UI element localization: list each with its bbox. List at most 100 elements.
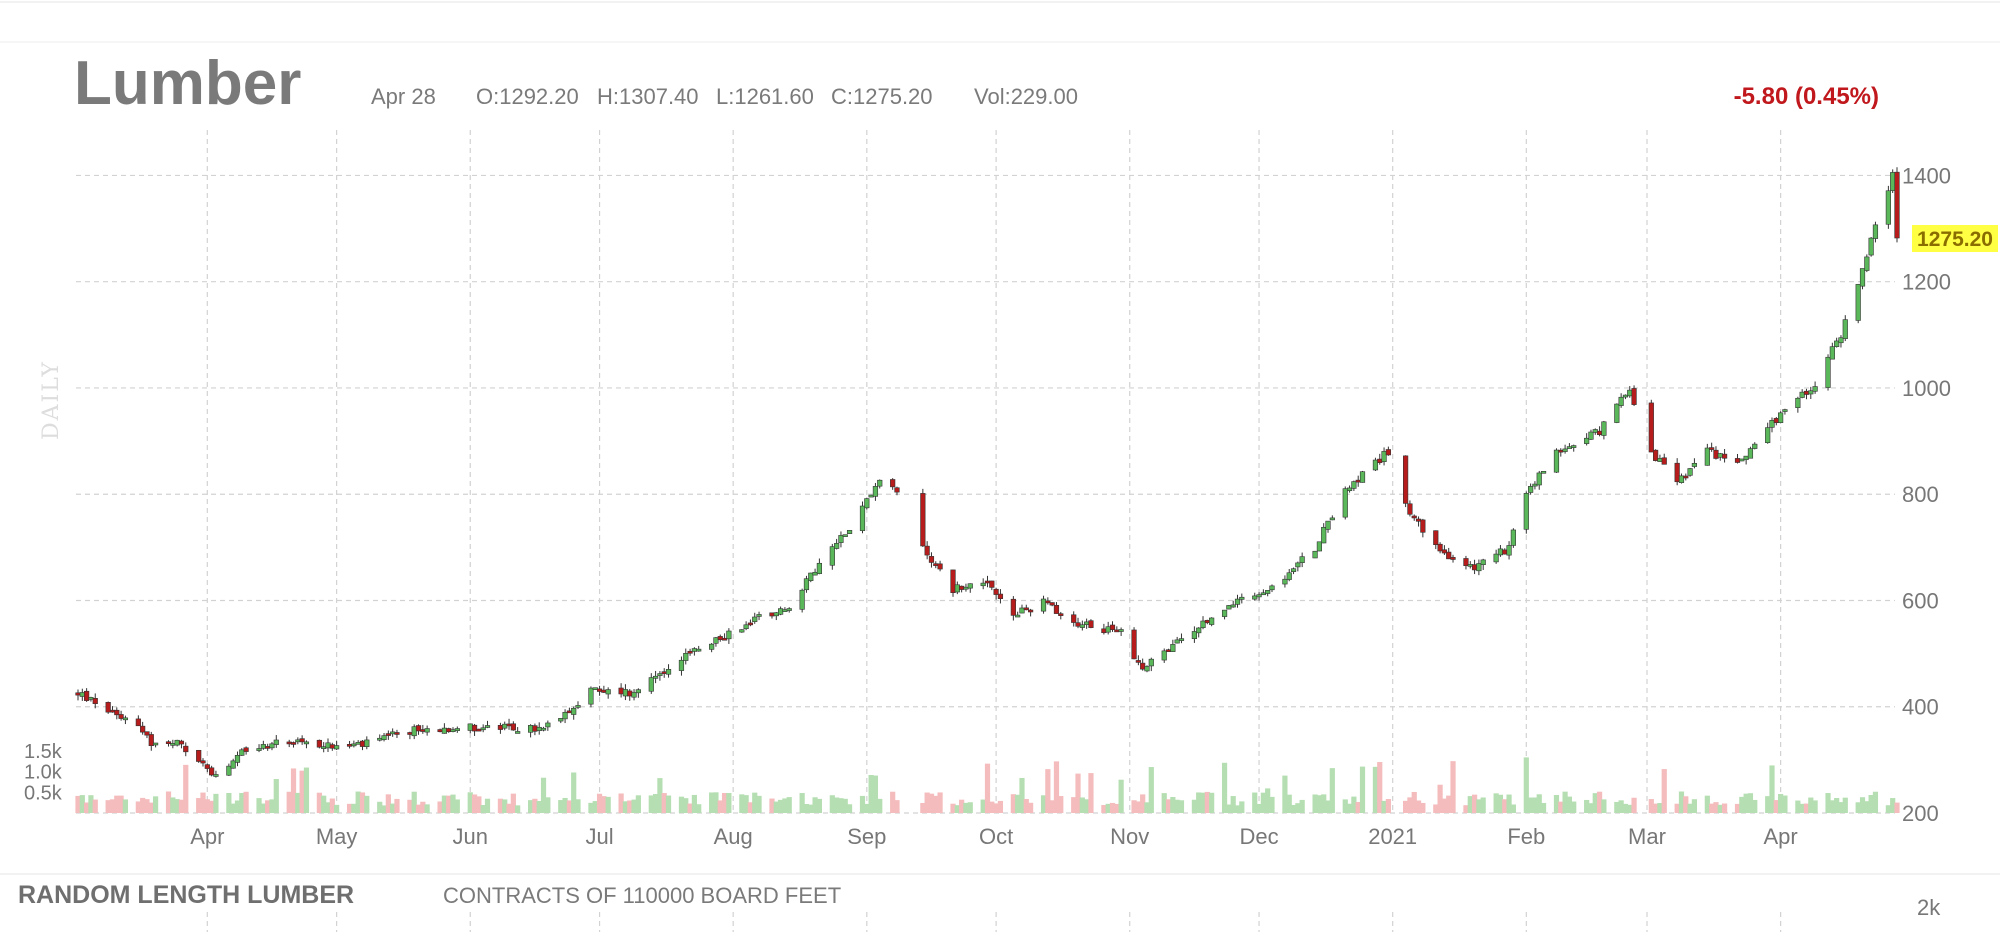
volume-bar bbox=[1506, 794, 1512, 813]
candle-body bbox=[441, 727, 447, 734]
volume-bar bbox=[1079, 797, 1085, 813]
candle-body bbox=[471, 724, 478, 732]
volume-tick-label: 1.5k bbox=[24, 741, 63, 763]
volume-bar bbox=[1239, 801, 1245, 813]
candle-body bbox=[1497, 548, 1504, 556]
candle-body bbox=[657, 673, 663, 676]
volume-bar bbox=[239, 793, 245, 813]
candle-body bbox=[739, 629, 745, 633]
candle-body bbox=[1144, 666, 1150, 672]
candle-body bbox=[1592, 429, 1598, 433]
candle-body bbox=[1588, 431, 1594, 440]
volume-bar bbox=[1450, 761, 1456, 813]
volume-bar bbox=[1234, 805, 1241, 813]
instrument-name: RANDOM LENGTH LUMBER bbox=[18, 881, 354, 909]
volume-bar bbox=[1040, 795, 1047, 813]
candle-body bbox=[1812, 386, 1818, 392]
candle-body bbox=[1342, 488, 1348, 518]
candle-body bbox=[1502, 549, 1508, 555]
candle-body bbox=[1506, 545, 1512, 556]
volume-bar bbox=[950, 803, 956, 813]
volume-bar bbox=[1321, 794, 1327, 813]
volume-bar bbox=[1709, 803, 1715, 813]
volume-bar bbox=[661, 793, 667, 813]
volume-bar bbox=[859, 795, 866, 813]
volume-bar bbox=[1407, 797, 1413, 813]
candle-body bbox=[148, 734, 154, 747]
volume-bar bbox=[635, 795, 641, 813]
candle-body bbox=[506, 723, 512, 727]
volume-bar bbox=[1312, 794, 1318, 813]
volume-bar bbox=[1614, 801, 1620, 813]
candle-body bbox=[1346, 487, 1353, 492]
volume-bar bbox=[1795, 800, 1801, 813]
candle-body bbox=[1687, 468, 1693, 476]
x-tick-label: Dec bbox=[1239, 824, 1278, 849]
y-tick-label: 1400 bbox=[1902, 163, 1951, 188]
volume-bar bbox=[1191, 799, 1198, 813]
volume-bar bbox=[1717, 804, 1723, 813]
candle-body bbox=[1627, 389, 1633, 397]
volume-bar bbox=[571, 772, 577, 813]
candle-body bbox=[1894, 171, 1900, 239]
candle-body bbox=[1890, 172, 1896, 191]
candle-body bbox=[683, 652, 689, 661]
candle-body bbox=[989, 580, 995, 588]
candle-body bbox=[351, 743, 357, 747]
candle-body bbox=[950, 569, 956, 594]
volume-bar bbox=[1084, 799, 1090, 813]
volume-bar bbox=[1290, 804, 1297, 813]
volume-bar bbox=[954, 805, 960, 813]
candle-body bbox=[1622, 394, 1629, 398]
candle-body bbox=[1040, 598, 1047, 612]
candle-body bbox=[1528, 486, 1534, 493]
candle-body bbox=[803, 578, 810, 591]
volume-bar bbox=[1161, 793, 1167, 813]
volume-bar bbox=[1592, 793, 1598, 813]
volume-bar bbox=[842, 798, 848, 813]
volume-bar bbox=[993, 803, 999, 813]
candle-body bbox=[243, 747, 249, 752]
candle-body bbox=[782, 609, 788, 612]
volume-bar bbox=[782, 798, 788, 813]
volume-bar bbox=[394, 798, 400, 813]
volume-bar bbox=[652, 793, 659, 813]
candle-body bbox=[105, 702, 111, 713]
candle-body bbox=[937, 563, 943, 570]
volume-bar bbox=[213, 793, 219, 813]
volume-bar bbox=[299, 770, 305, 813]
volume-bar bbox=[1739, 796, 1745, 813]
volume-bar bbox=[726, 793, 732, 813]
candle-body bbox=[1204, 619, 1210, 624]
candle-body bbox=[756, 614, 762, 617]
volume-bar bbox=[721, 793, 728, 813]
volume-bar bbox=[321, 795, 327, 813]
volume-bar bbox=[777, 799, 784, 813]
candle-body bbox=[1174, 639, 1180, 644]
volume-bar bbox=[747, 802, 754, 813]
candle-body bbox=[135, 718, 141, 727]
candle-body bbox=[691, 648, 697, 652]
candle-body bbox=[484, 725, 491, 728]
candle-body bbox=[717, 636, 723, 640]
volume-bar bbox=[1778, 793, 1784, 813]
volume-bar bbox=[1704, 795, 1710, 813]
volume-bar bbox=[1528, 797, 1534, 813]
volume-bar bbox=[256, 798, 262, 813]
volume-bar bbox=[174, 799, 180, 813]
candle-body bbox=[1178, 638, 1185, 641]
candle-body bbox=[1295, 562, 1301, 568]
ohlc-date: Apr 28 bbox=[371, 84, 436, 109]
candle-body bbox=[1450, 557, 1456, 560]
candle-body bbox=[527, 725, 534, 733]
candle-body bbox=[1859, 268, 1866, 287]
candle-body bbox=[1230, 604, 1236, 608]
volume-bar bbox=[1480, 797, 1486, 813]
candle-body bbox=[575, 705, 581, 708]
volume-bar bbox=[234, 800, 241, 813]
volume-bar bbox=[1885, 805, 1891, 813]
volume-bar bbox=[1558, 801, 1564, 813]
candle-body bbox=[752, 616, 758, 622]
candle-body bbox=[713, 637, 719, 644]
